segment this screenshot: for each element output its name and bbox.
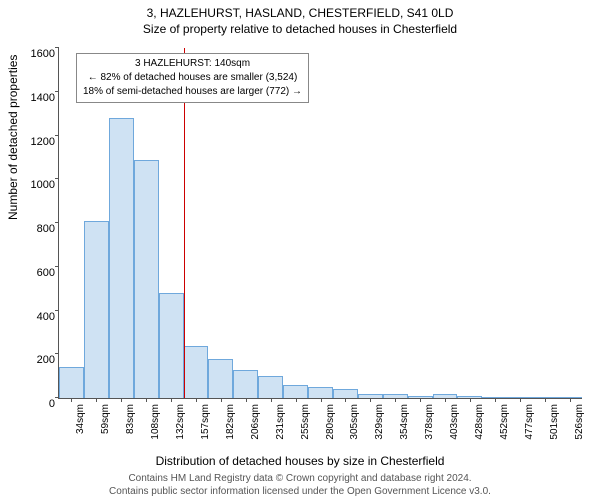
x-tick-label: 305sqm: [349, 404, 360, 446]
x-tick-mark: [246, 398, 247, 402]
y-tick-label: 1000: [17, 179, 55, 191]
attribution-line2: Contains public sector information licen…: [0, 485, 600, 498]
x-tick-mark: [570, 398, 571, 402]
x-tick-label: 255sqm: [300, 404, 311, 446]
annotation-box: 3 HAZLEHURST: 140sqm← 82% of detached ho…: [76, 53, 309, 103]
x-tick-mark: [121, 398, 122, 402]
annotation-line: 18% of semi-detached houses are larger (…: [83, 85, 302, 99]
histogram-bar: [134, 160, 159, 398]
x-tick-label: 231sqm: [275, 404, 286, 446]
title-sub: Size of property relative to detached ho…: [0, 22, 600, 36]
x-tick-mark: [520, 398, 521, 402]
x-tick-label: 526sqm: [574, 404, 585, 446]
y-tick-mark: [55, 91, 59, 92]
y-tick-label: 800: [17, 223, 55, 235]
annotation-line: ← 82% of detached houses are smaller (3,…: [83, 71, 302, 85]
x-tick-mark: [495, 398, 496, 402]
x-tick-mark: [71, 398, 72, 402]
x-tick-mark: [470, 398, 471, 402]
chart-plot-area: 0200400600800100012001400160034sqm59sqm8…: [58, 48, 582, 399]
histogram-bar: [184, 346, 209, 399]
histogram-bar: [258, 376, 283, 398]
x-tick-label: 452sqm: [499, 404, 510, 446]
y-tick-label: 1400: [17, 92, 55, 104]
histogram-bar: [283, 385, 308, 398]
x-tick-mark: [445, 398, 446, 402]
histogram-bar: [308, 387, 333, 398]
y-tick-mark: [55, 178, 59, 179]
title-block: 3, HAZLEHURST, HASLAND, CHESTERFIELD, S4…: [0, 0, 600, 36]
x-tick-label: 378sqm: [424, 404, 435, 446]
x-tick-mark: [196, 398, 197, 402]
histogram-bar: [59, 367, 84, 398]
histogram-bar: [84, 221, 109, 398]
y-tick-mark: [55, 135, 59, 136]
x-tick-mark: [221, 398, 222, 402]
x-tick-label: 83sqm: [125, 404, 136, 446]
x-tick-mark: [345, 398, 346, 402]
histogram-bar: [333, 389, 358, 398]
y-tick-mark: [55, 310, 59, 311]
x-tick-mark: [296, 398, 297, 402]
x-tick-label: 108sqm: [150, 404, 161, 446]
x-tick-label: 428sqm: [474, 404, 485, 446]
x-tick-label: 182sqm: [225, 404, 236, 446]
histogram-bar: [159, 293, 184, 398]
y-tick-label: 1600: [17, 48, 55, 60]
x-tick-label: 501sqm: [549, 404, 560, 446]
x-tick-mark: [420, 398, 421, 402]
y-tick-mark: [55, 353, 59, 354]
x-tick-label: 157sqm: [200, 404, 211, 446]
histogram-bar: [233, 370, 258, 398]
x-tick-label: 206sqm: [250, 404, 261, 446]
attribution-text: Contains HM Land Registry data © Crown c…: [0, 472, 600, 498]
x-tick-mark: [146, 398, 147, 402]
y-tick-mark: [55, 47, 59, 48]
chart-container: 3, HAZLEHURST, HASLAND, CHESTERFIELD, S4…: [0, 0, 600, 500]
x-tick-label: 354sqm: [399, 404, 410, 446]
x-tick-label: 132sqm: [175, 404, 186, 446]
x-tick-label: 280sqm: [325, 404, 336, 446]
histogram-bar: [208, 359, 233, 398]
x-tick-mark: [545, 398, 546, 402]
attribution-line1: Contains HM Land Registry data © Crown c…: [0, 472, 600, 485]
y-tick-label: 0: [17, 398, 55, 410]
x-tick-mark: [321, 398, 322, 402]
x-tick-label: 34sqm: [75, 404, 86, 446]
y-tick-label: 200: [17, 354, 55, 366]
x-tick-label: 477sqm: [524, 404, 535, 446]
x-axis-label: Distribution of detached houses by size …: [0, 454, 600, 468]
x-tick-mark: [370, 398, 371, 402]
y-tick-label: 600: [17, 267, 55, 279]
x-tick-mark: [96, 398, 97, 402]
annotation-line: 3 HAZLEHURST: 140sqm: [83, 57, 302, 71]
histogram-bar: [109, 118, 134, 398]
y-tick-mark: [55, 222, 59, 223]
x-tick-label: 59sqm: [100, 404, 111, 446]
y-tick-mark: [55, 266, 59, 267]
x-tick-mark: [271, 398, 272, 402]
title-main: 3, HAZLEHURST, HASLAND, CHESTERFIELD, S4…: [0, 6, 600, 20]
y-tick-label: 1200: [17, 136, 55, 148]
x-tick-mark: [171, 398, 172, 402]
x-tick-label: 329sqm: [374, 404, 385, 446]
x-tick-mark: [395, 398, 396, 402]
y-tick-label: 400: [17, 311, 55, 323]
x-tick-label: 403sqm: [449, 404, 460, 446]
